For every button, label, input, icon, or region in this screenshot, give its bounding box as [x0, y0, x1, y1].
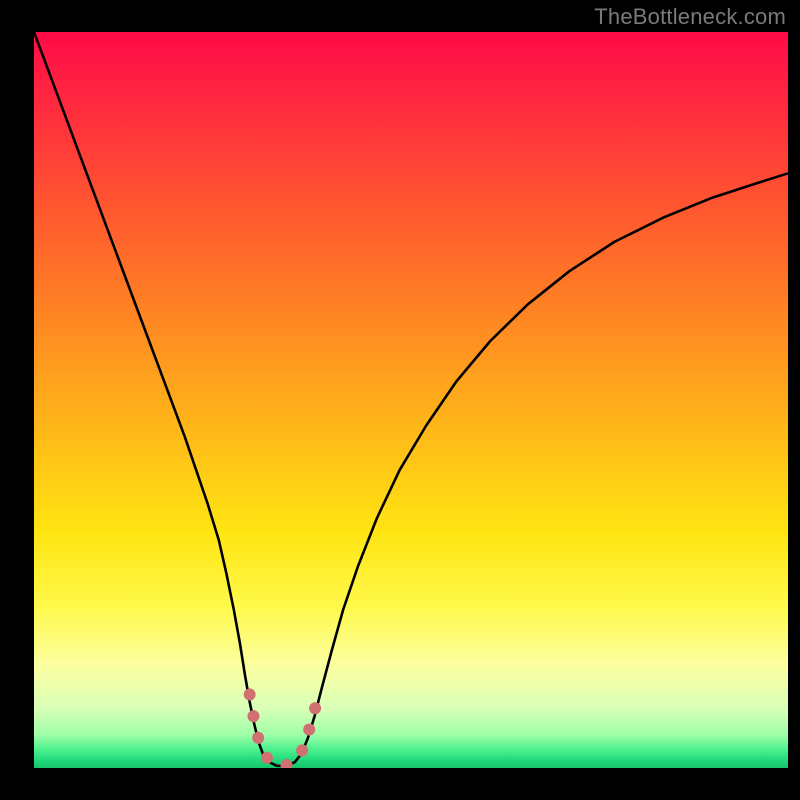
chart-plot-area — [34, 32, 788, 768]
watermark-text: TheBottleneck.com — [594, 4, 786, 30]
chart-background-gradient — [34, 32, 788, 768]
chart-svg — [34, 32, 788, 768]
